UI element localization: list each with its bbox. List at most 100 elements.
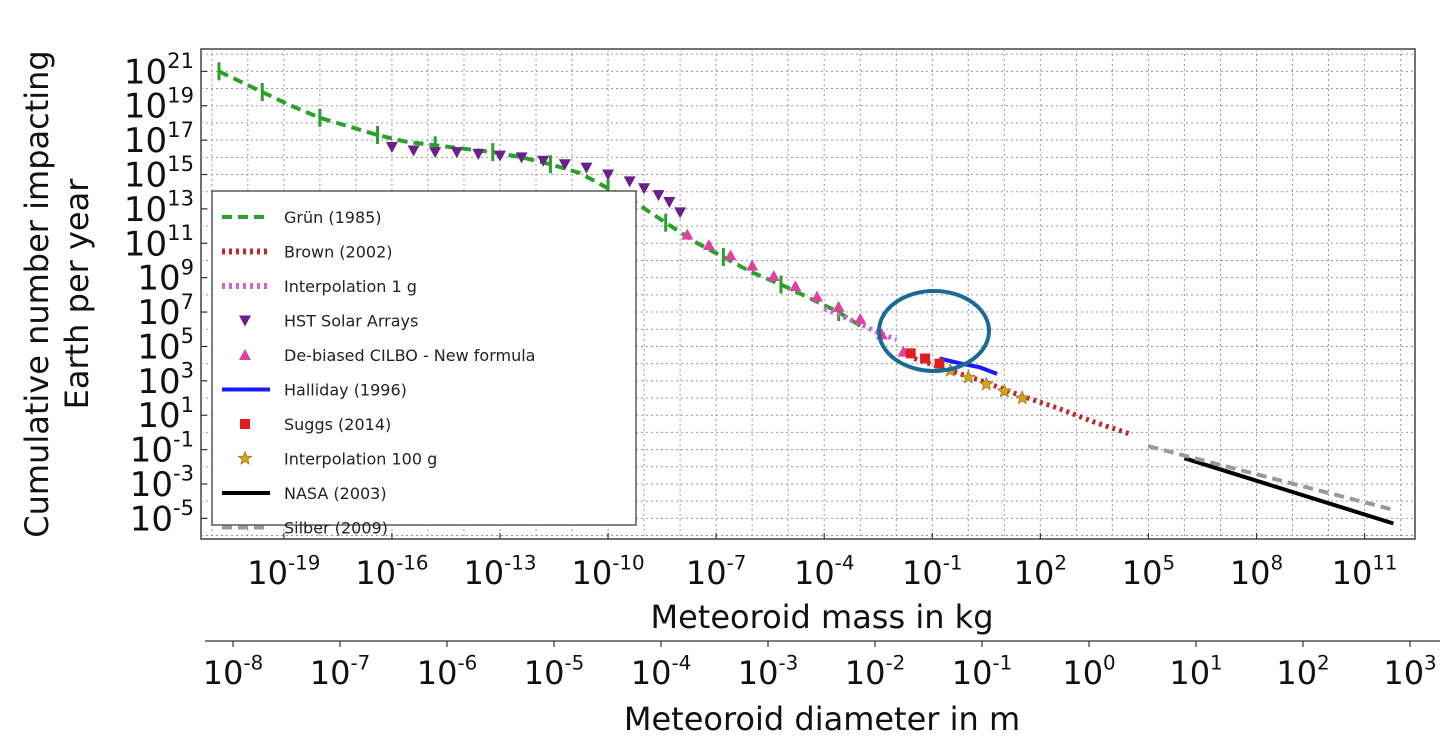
data-point [905, 348, 916, 359]
series-line [939, 356, 998, 376]
grid [201, 49, 1415, 539]
y-axis-title-line2: Earth per year [58, 178, 96, 410]
data-point [832, 300, 845, 312]
y-tick-label: 1019 [124, 82, 194, 126]
y-tick-label: 1021 [124, 48, 194, 92]
x-tick-label: 102 [1014, 552, 1067, 592]
legend-label: Silber (2009) [284, 519, 388, 538]
data-point [558, 159, 571, 171]
legend-marker [239, 349, 251, 360]
series-line [1147, 444, 1394, 512]
x-tick-label: 10-16 [355, 552, 428, 592]
legend-item: Silber (2009) [222, 519, 388, 538]
data-point [996, 383, 1012, 398]
series-2 [823, 306, 898, 342]
diameter-axis: 10-8 10-7 10-6 10-5 10-4 10-3 10-2 10-1 100 101 10… [203, 640, 1440, 692]
x2-tick-label: 10-6 [417, 652, 478, 692]
x-tick-label: 10-19 [247, 552, 320, 592]
series-4 [681, 228, 910, 357]
data-point [472, 148, 485, 160]
data-point [638, 183, 651, 195]
x-tick-labels: 10-19 10-16 10-13 10-10 10-7 10-4 10-1 102 105 10… [247, 533, 1398, 592]
y-tick-label: 10-5 [130, 495, 194, 539]
series-5 [939, 356, 998, 376]
x2-tick-label: 10-4 [631, 652, 692, 692]
legend-label: Brown (2002) [284, 243, 393, 262]
x2-tick-label: 10-5 [524, 652, 585, 692]
data-point [960, 369, 976, 384]
x2-tick-label: 100 [1062, 652, 1115, 692]
series-line [1183, 456, 1394, 526]
x2-tick-label: 102 [1276, 652, 1329, 692]
x-tick-label: 10-4 [794, 552, 855, 592]
legend-item: Interpolation 1 g [222, 277, 417, 296]
data-point [580, 162, 593, 174]
legend-label: HST Solar Arrays [284, 312, 418, 331]
series-9 [1147, 444, 1394, 512]
data-point [602, 169, 615, 181]
highlight-ellipse [877, 289, 991, 373]
legend-box [211, 190, 637, 526]
x2-tick-label: 10-1 [952, 652, 1013, 692]
series-layer [217, 62, 1394, 526]
data-point [811, 290, 824, 302]
y-tick-label: 109 [137, 254, 194, 298]
legend-label: Halliday (1996) [284, 381, 407, 400]
data-point [385, 142, 398, 153]
x2-tick-label: 10-8 [203, 652, 264, 692]
legend-item: HST Solar Arrays [239, 312, 418, 331]
data-point [920, 353, 931, 364]
y-tick-labels: 1021101910171015101310111091071051031011… [124, 48, 207, 539]
x2-axis-title: Meteoroid diameter in m [624, 700, 1020, 738]
series-line [218, 69, 862, 328]
data-point [674, 207, 687, 219]
legend-item: Brown (2002) [222, 243, 393, 262]
data-point [652, 190, 665, 202]
x-tick-label: 1011 [1332, 552, 1398, 592]
y-tick-label: 1011 [124, 220, 194, 264]
x2-tick-label: 101 [1169, 652, 1222, 692]
data-point [681, 228, 694, 240]
legend-item: Interpolation 100 g [237, 450, 437, 469]
data-point [854, 312, 867, 324]
x-tick-label: 10-10 [572, 552, 645, 592]
y-tick-label: 105 [137, 323, 194, 367]
legend-label: Interpolation 100 g [284, 450, 437, 469]
x2-tick-label: 10-7 [310, 652, 371, 692]
series-6 [905, 348, 945, 369]
legend-label: Interpolation 1 g [284, 277, 417, 296]
data-point [429, 147, 442, 159]
x-axis-title: Meteoroid mass in kg [651, 598, 994, 636]
y-tick-label: 1015 [124, 151, 194, 195]
data-point [724, 249, 737, 261]
data-point [1014, 390, 1030, 405]
x-tick-label: 10-1 [902, 552, 963, 592]
legend-item: Grün (1985) [222, 208, 382, 227]
y-tick-label: 103 [137, 358, 194, 402]
legend-item: Suggs (2014) [240, 415, 391, 434]
y-tick-label: 107 [137, 289, 194, 333]
data-point [407, 145, 420, 157]
series-0 [217, 62, 862, 328]
x-tick-label: 108 [1230, 552, 1283, 592]
legend-label: NASA (2003) [284, 484, 387, 503]
legend-item: NASA (2003) [222, 484, 387, 503]
x-tick-label: 10-7 [686, 552, 747, 592]
data-point [767, 269, 780, 281]
series-line [823, 306, 898, 342]
y-tick-label: 10-1 [130, 426, 194, 470]
y-tick-label: 1017 [124, 117, 194, 161]
y-axis-title-line1: Cumulative number impacting [18, 50, 56, 537]
legend-marker [240, 419, 250, 429]
x2-tick-label: 10-3 [738, 652, 799, 692]
data-point [623, 176, 636, 188]
y-tick-label: 10-3 [130, 461, 194, 505]
series-8 [1183, 456, 1394, 526]
x-tick-label: 105 [1122, 552, 1175, 592]
legend-label: De-biased CILBO - New formula [284, 346, 535, 365]
legend-item: De-biased CILBO - New formula [239, 346, 535, 365]
x-tick-label: 10-13 [463, 552, 536, 592]
data-point [493, 150, 506, 162]
y-tick-label: 1013 [124, 186, 194, 230]
